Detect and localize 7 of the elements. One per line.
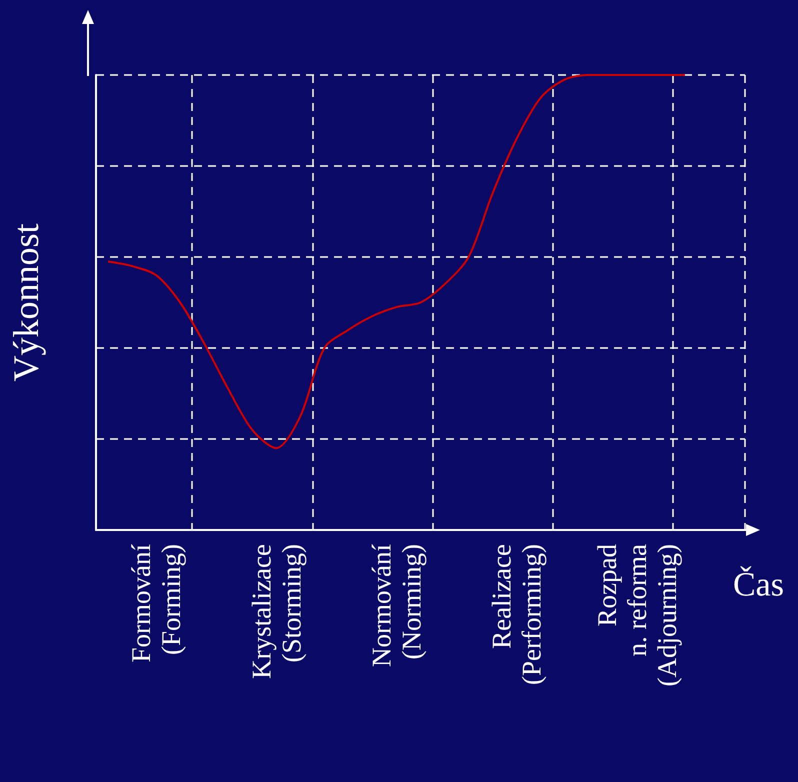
x-tick-label: Rozpad n. reforma (Adjourning) (592, 544, 682, 686)
x-tick-label: Formování (Forming) (126, 544, 186, 662)
x-axis-title: Čas (733, 566, 784, 604)
x-tick-label: Realizace (Performing) (486, 544, 547, 685)
x-tick-label: Normování (Norming) (366, 544, 426, 667)
y-axis-title: Výkonnost (6, 223, 46, 382)
x-tick-label: Krystalizace (Storming) (246, 544, 306, 679)
